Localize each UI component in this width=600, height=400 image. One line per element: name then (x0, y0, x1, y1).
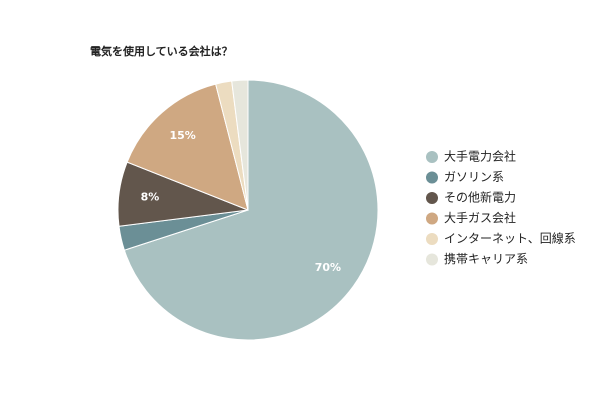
legend-label: ガソリン系 (444, 170, 504, 184)
legend-marker (426, 171, 438, 184)
legend-marker (426, 253, 438, 266)
value-label: 15% (169, 129, 195, 142)
value-label: 70% (315, 261, 341, 274)
legend-label: 大手ガス会社 (444, 210, 516, 225)
pie-slice (231, 79, 249, 211)
pie-slice (126, 83, 249, 211)
legend-marker (426, 151, 438, 163)
legend-label: 大手電力会社 (444, 149, 516, 164)
pie-slice (123, 79, 379, 341)
legend-label: インターネット、回線系 (444, 231, 576, 246)
value-label: 8% (141, 191, 160, 204)
legend-marker (426, 212, 438, 225)
legend-marker (426, 192, 438, 204)
legend-label: その他新電力 (444, 190, 516, 205)
legend-label: 携帯キャリア系 (444, 251, 528, 266)
legend-marker (426, 233, 438, 245)
chart-title: 電気を使用している会社は？ (90, 44, 233, 58)
